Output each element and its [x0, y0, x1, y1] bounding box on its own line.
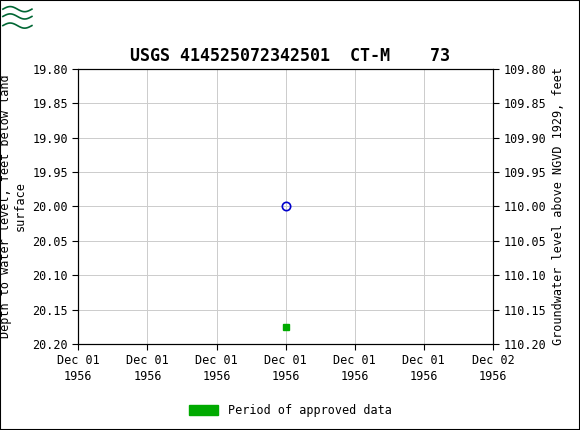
Y-axis label: Groundwater level above NGVD 1929, feet: Groundwater level above NGVD 1929, feet: [552, 68, 565, 345]
Legend: Period of approved data: Period of approved data: [184, 399, 396, 422]
Y-axis label: Depth to water level, feet below land
surface: Depth to water level, feet below land su…: [0, 74, 27, 338]
FancyBboxPatch shape: [3, 3, 70, 34]
Text: USGS: USGS: [36, 9, 91, 27]
Text: USGS 414525072342501  CT-M    73: USGS 414525072342501 CT-M 73: [130, 47, 450, 65]
